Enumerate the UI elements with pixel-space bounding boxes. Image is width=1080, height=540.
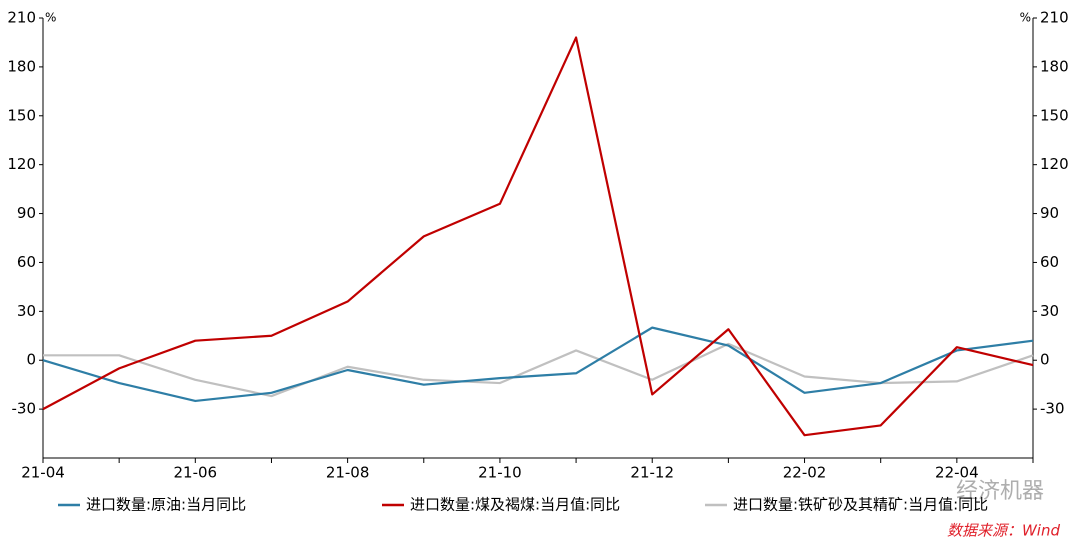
y2-tick-label: 0 bbox=[1040, 351, 1050, 369]
series-line bbox=[43, 342, 1034, 398]
y2-tick-label: 90 bbox=[1040, 204, 1059, 222]
series-line bbox=[42, 326, 1034, 403]
y2-tick-label: 60 bbox=[1040, 253, 1059, 271]
y-tick-label: 150 bbox=[7, 106, 36, 124]
y2-tick-label: 30 bbox=[1040, 302, 1059, 320]
legend-label: 进口数量:煤及褐煤:当月值:同比 bbox=[410, 496, 620, 514]
legend-label: 进口数量:铁矿砂及其精矿:当月值:同比 bbox=[733, 496, 988, 514]
y2-tick-label: 150 bbox=[1040, 106, 1069, 124]
y-tick-label: 0 bbox=[26, 351, 36, 369]
y-unit: % bbox=[45, 11, 56, 25]
x-tick-label: 21-10 bbox=[478, 464, 522, 482]
watermark: 经济机器 bbox=[956, 479, 1044, 504]
series-line bbox=[42, 36, 1034, 437]
y-tick-label: 90 bbox=[17, 204, 36, 222]
y2-unit: % bbox=[1020, 11, 1031, 25]
y-tick-label: 60 bbox=[17, 253, 36, 271]
y-tick-label: 180 bbox=[7, 57, 36, 75]
x-tick-label: 21-12 bbox=[630, 464, 674, 482]
source: 数据来源：Wind bbox=[947, 522, 1061, 540]
y-tick-label: 210 bbox=[7, 9, 36, 27]
y-tick-label: 120 bbox=[7, 155, 36, 173]
x-tick-label: 21-04 bbox=[21, 464, 65, 482]
legend-label: 进口数量:原油:当月同比 bbox=[86, 496, 246, 514]
y2-tick-label: 180 bbox=[1040, 57, 1069, 75]
y2-tick-label: 120 bbox=[1040, 155, 1069, 173]
x-tick-label: 22-02 bbox=[783, 464, 827, 482]
x-tick-label: 21-06 bbox=[174, 464, 218, 482]
y2-tick-label: 210 bbox=[1040, 9, 1069, 27]
x-tick-label: 22-04 bbox=[935, 464, 979, 482]
y-tick-label: -30 bbox=[12, 400, 37, 418]
x-tick-label: 21-08 bbox=[326, 464, 370, 482]
y2-tick-label: -30 bbox=[1040, 400, 1065, 418]
y-tick-label: 30 bbox=[17, 302, 36, 320]
